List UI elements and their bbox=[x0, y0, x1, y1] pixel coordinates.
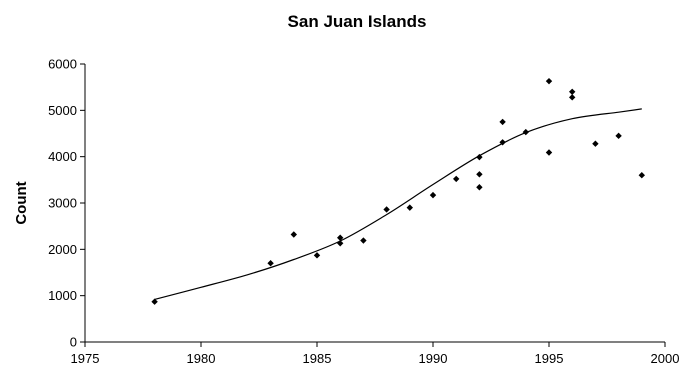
trend-line-layer bbox=[154, 108, 642, 300]
data-point bbox=[406, 204, 413, 211]
y-tick-label: 4000 bbox=[48, 149, 77, 164]
data-point bbox=[337, 240, 344, 247]
data-point bbox=[476, 153, 483, 161]
data-point bbox=[499, 118, 506, 126]
y-axis-label: Count bbox=[13, 181, 30, 224]
data-point bbox=[360, 237, 367, 244]
data-point bbox=[267, 260, 274, 267]
data-point bbox=[499, 139, 506, 146]
data-point bbox=[337, 234, 344, 241]
data-point bbox=[545, 77, 553, 85]
data-point bbox=[569, 88, 576, 95]
x-tick-label: 1975 bbox=[71, 351, 100, 366]
x-tick-label: 2000 bbox=[651, 351, 680, 366]
trend-line bbox=[154, 108, 642, 300]
y-tick-label: 3000 bbox=[48, 196, 77, 211]
data-point bbox=[522, 128, 529, 136]
data-point bbox=[476, 171, 483, 178]
data-point bbox=[151, 298, 158, 305]
chart-title: San Juan Islands bbox=[288, 12, 427, 31]
data-point bbox=[545, 149, 553, 156]
data-point bbox=[615, 132, 622, 140]
scatter-points-layer bbox=[151, 77, 645, 305]
x-tick-label: 1990 bbox=[419, 351, 448, 366]
data-point bbox=[453, 175, 460, 183]
data-point bbox=[313, 252, 321, 259]
data-point bbox=[569, 94, 576, 101]
data-point bbox=[383, 206, 390, 213]
y-tick-label: 5000 bbox=[48, 103, 77, 118]
data-point bbox=[638, 172, 645, 179]
y-tick-label: 2000 bbox=[48, 242, 77, 257]
x-tick-label: 1995 bbox=[535, 351, 564, 366]
data-point bbox=[290, 231, 297, 238]
y-tick-label: 0 bbox=[70, 335, 77, 350]
data-point bbox=[429, 191, 437, 199]
x-tick-label: 1985 bbox=[303, 351, 332, 366]
y-tick-label: 6000 bbox=[48, 57, 77, 72]
y-tick-label: 1000 bbox=[48, 288, 77, 303]
x-tick-label: 1980 bbox=[187, 351, 216, 366]
data-point bbox=[476, 184, 483, 191]
axes: 0 1000 2000 3000 4000 5000 6000 1975 1980 1985 199… bbox=[48, 57, 679, 367]
data-point bbox=[592, 140, 599, 147]
